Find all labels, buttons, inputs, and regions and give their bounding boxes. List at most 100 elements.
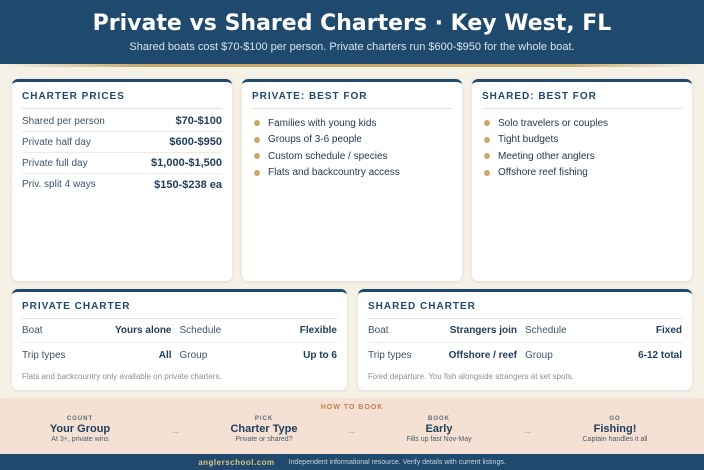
detail-label: Boat — [368, 325, 389, 336]
card-title: SHARED: BEST FOR — [482, 91, 682, 109]
card-title: PRIVATE: BEST FOR — [252, 91, 452, 109]
detail-value: Yours alone — [115, 325, 172, 336]
bullet-dot-icon — [484, 153, 490, 160]
price-row: Priv. split 4 ways $150-$238 ea — [22, 174, 222, 195]
step-kicker: GO — [609, 416, 621, 422]
header-divider — [0, 64, 704, 67]
step-subtitle: Captain handles it all — [582, 436, 648, 443]
detail-grid: Boat Strangers join Schedule Fixed Trip … — [368, 319, 682, 367]
detail-grid: Boat Yours alone Schedule Flexible Trip … — [22, 319, 337, 367]
list-item: Offshore reef fishing — [484, 165, 682, 182]
list-item-text: Families with young kids — [268, 117, 377, 129]
detail-value: Up to 6 — [303, 349, 337, 361]
detail-value: Offshore / reef — [448, 349, 517, 361]
step-kicker: BOOK — [428, 416, 450, 422]
price-row: Shared per person $70-$100 — [22, 111, 222, 132]
step-title: Your Group — [49, 423, 111, 435]
card-title: SHARED CHARTER — [368, 301, 682, 319]
page-footer: anglerschool.com Independent information… — [0, 454, 704, 470]
step-subtitle: At 3+, private wins — [51, 436, 109, 443]
list-item: Custom schedule / species — [254, 148, 452, 165]
list-item-text: Meeting other anglers — [498, 150, 595, 162]
step-kicker: PICK — [254, 416, 274, 422]
card-title: CHARTER PRICES — [22, 91, 222, 109]
list-item: Solo travelers or couples — [484, 115, 682, 132]
step-title: Early — [425, 423, 453, 435]
shared-best-for-card: SHARED: BEST FOR Solo travelers or coupl… — [472, 79, 692, 281]
detail-label: Group — [179, 349, 208, 361]
price-label: Private half day — [22, 136, 91, 148]
bullet-dot-icon — [484, 169, 490, 176]
detail-row-trip-types: Trip types All — [22, 343, 180, 367]
list-item: Flats and backcountry access — [254, 165, 452, 182]
detail-row-group: Group 6-12 total — [525, 343, 682, 367]
bullet-list: Families with young kids Groups of 3-6 p… — [254, 115, 452, 181]
step-title: Fishing! — [593, 423, 637, 435]
how-to-book-title: HOW TO BOOK — [320, 404, 384, 411]
bullet-dot-icon — [254, 136, 260, 143]
list-item-text: Flats and backcountry access — [268, 167, 400, 179]
bullet-dot-icon — [484, 120, 490, 127]
list-item: Meeting other anglers — [484, 148, 682, 165]
step-count: COUNT Your Group At 3+, private wins — [10, 416, 150, 443]
detail-label: Group — [525, 349, 553, 361]
footer-brand-link[interactable]: anglerschool.com — [198, 457, 275, 467]
list-item: Groups of 3-6 people — [254, 132, 452, 149]
list-item-text: Offshore reef fishing — [498, 167, 588, 179]
shared-charter-card: SHARED CHARTER Boat Strangers join Sched… — [358, 289, 692, 390]
page-title: Private vs Shared Charters · Key West, F… — [92, 11, 612, 36]
price-value: $70-$100 — [175, 115, 223, 127]
detail-label: Schedule — [525, 325, 567, 336]
price-label: Shared per person — [22, 115, 105, 127]
detail-label: Trip types — [22, 349, 66, 361]
list-item-text: Tight budgets — [498, 134, 559, 146]
page-header: Private vs Shared Charters · Key West, F… — [0, 0, 704, 64]
arrow-right-icon: → — [170, 425, 181, 437]
detail-value: Flexible — [299, 325, 337, 336]
arrow-right-icon: → — [346, 425, 357, 437]
step-kicker: COUNT — [66, 416, 94, 422]
private-best-for-card: PRIVATE: BEST FOR Families with young ki… — [242, 79, 462, 281]
bullet-dot-icon — [254, 169, 260, 176]
bullet-list: Solo travelers or couples Tight budgets … — [484, 115, 682, 181]
detail-row-boat: Boat Yours alone — [22, 319, 180, 343]
list-item-text: Custom schedule / species — [268, 150, 388, 162]
price-value: $150-$238 ea — [154, 178, 222, 191]
price-row: Private full day $1,000-$1,500 — [22, 153, 222, 174]
step-pick: PICK Charter Type Private or shared? — [194, 416, 334, 443]
list-item: Tight budgets — [484, 132, 682, 149]
step-subtitle: Private or shared? — [235, 436, 293, 443]
card-note: Flats and backcountry only available on … — [22, 372, 222, 381]
bullet-dot-icon — [484, 136, 490, 143]
footer-disclaimer: Independent informational resource. Veri… — [288, 458, 506, 466]
detail-value: Strangers join — [449, 325, 517, 336]
detail-row-schedule: Schedule Flexible — [179, 319, 337, 343]
bullet-dot-icon — [254, 120, 260, 127]
detail-row-boat: Boat Strangers join — [368, 319, 525, 343]
price-value: $1,000-$1,500 — [151, 157, 222, 169]
detail-row-group: Group Up to 6 — [180, 343, 338, 367]
detail-label: Schedule — [179, 325, 222, 336]
detail-value: 6-12 total — [638, 349, 682, 361]
list-item-text: Groups of 3-6 people — [268, 134, 362, 146]
detail-value: All — [158, 349, 172, 361]
card-note: Fixed departure. You fish alongside stra… — [368, 372, 574, 381]
list-item-text: Solo travelers or couples — [498, 117, 609, 129]
detail-label: Boat — [22, 325, 43, 336]
price-list: Shared per person $70-$100 Private half … — [12, 111, 232, 195]
detail-row-schedule: Schedule Fixed — [525, 319, 682, 343]
price-row: Private half day $600-$950 — [22, 132, 222, 153]
price-value: $600-$950 — [169, 136, 222, 148]
price-label: Private full day — [22, 157, 88, 169]
arrow-right-icon: → — [522, 425, 533, 437]
step-subtitle: Fills up fast Nov-May — [406, 436, 472, 443]
card-title: PRIVATE CHARTER — [22, 301, 337, 319]
price-label: Priv. split 4 ways — [22, 179, 96, 190]
detail-row-trip-types: Trip types Offshore / reef — [368, 343, 525, 367]
detail-value: Fixed — [655, 325, 682, 336]
step-go: GO Fishing! Captain handles it all — [545, 416, 685, 443]
how-to-book-section: HOW TO BOOK COUNT Your Group At 3+, priv… — [0, 398, 704, 454]
step-title: Charter Type — [230, 423, 298, 435]
list-item: Families with young kids — [254, 115, 452, 132]
private-charter-card: PRIVATE CHARTER Boat Yours alone Schedul… — [12, 289, 347, 390]
